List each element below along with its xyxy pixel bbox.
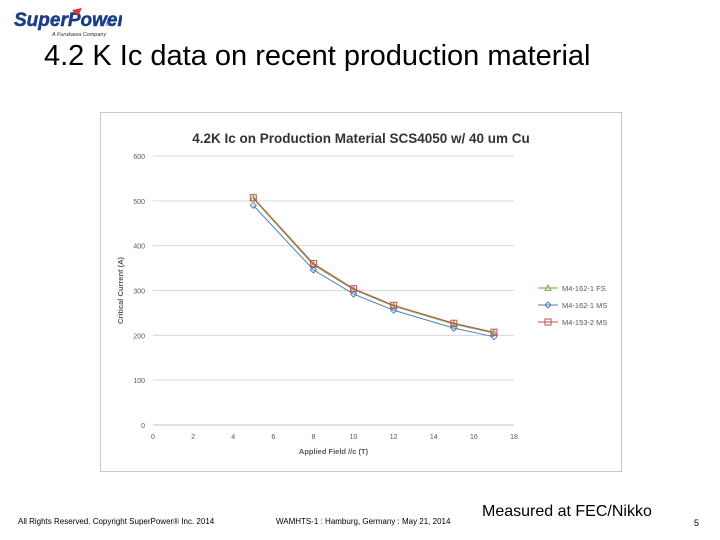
x-tick-label: 10 xyxy=(350,434,358,441)
y-tick-label: 200 xyxy=(133,333,145,340)
x-tick-label: 2 xyxy=(191,434,195,441)
legend-marker xyxy=(544,318,552,326)
page-number: 5 xyxy=(694,518,700,528)
superpower-logo: SuperPower Inc. A Furukawa Company xyxy=(12,4,122,40)
y-tick-label: 500 xyxy=(133,199,145,206)
y-tick-label: 600 xyxy=(133,154,145,161)
series-line xyxy=(252,198,495,334)
x-tick-label: 0 xyxy=(151,434,155,441)
x-tick-label: 12 xyxy=(390,434,398,441)
series-line xyxy=(252,197,495,333)
x-tick-label: 8 xyxy=(311,434,315,441)
series-line xyxy=(252,204,495,338)
legend-label: M4-162-1 FS xyxy=(562,284,606,293)
data-point xyxy=(249,194,257,202)
superpower-logo-mark: SuperPower Inc. A Furukawa Company xyxy=(14,8,122,38)
chart-frame: 4.2K Ic on Production Material SCS4050 w… xyxy=(100,112,622,472)
legend-item: M4-153-2 MS xyxy=(538,318,607,327)
legend-label: M4-153-2 MS xyxy=(562,318,607,327)
x-tick-label: 6 xyxy=(271,434,275,441)
data-point xyxy=(450,319,458,327)
data-point xyxy=(350,285,358,293)
data-point xyxy=(389,306,398,314)
legend-marker xyxy=(544,283,552,291)
chart: 4.2K Ic on Production Material SCS4050 w… xyxy=(116,131,607,456)
data-point xyxy=(490,328,498,336)
logo-suffix: Inc. xyxy=(106,22,114,28)
x-axis-label: Applied Field //c (T) xyxy=(299,447,369,456)
y-tick-label: 0 xyxy=(141,423,145,430)
footer-copyright: All Rights Reserved. Copyright SuperPowe… xyxy=(18,517,215,526)
x-tick-label: 18 xyxy=(510,434,518,441)
x-tick-label: 16 xyxy=(470,434,478,441)
logo-brand: SuperPower xyxy=(14,10,122,31)
measured-note: Measured at FEC/Nikko xyxy=(482,503,652,520)
series-m4-162-1-ms xyxy=(249,201,498,341)
y-tick-label: 400 xyxy=(133,244,145,251)
series-m4-162-1-fs xyxy=(249,194,498,336)
y-axis-label: Critical Current (A) xyxy=(116,256,125,324)
data-point xyxy=(249,201,257,210)
series-m4-153-2-ms xyxy=(249,194,498,336)
y-tick-label: 300 xyxy=(133,289,145,296)
legend-item: M4-162-1 MS xyxy=(538,301,607,310)
chart-title: 4.2K Ic on Production Material SCS4050 w… xyxy=(192,131,530,146)
data-point xyxy=(349,290,358,298)
data-point xyxy=(390,301,398,309)
data-point xyxy=(450,324,458,332)
y-tick-label: 100 xyxy=(133,378,145,385)
data-point xyxy=(309,260,317,268)
logo-bolt-icon xyxy=(72,8,82,16)
footer-event: WAMHTS-1 : Hamburg, Germany : May 21, 20… xyxy=(276,517,451,526)
legend-label: M4-162-1 MS xyxy=(562,301,607,310)
logo-tagline: A Furukawa Company xyxy=(51,32,107,38)
legend-marker xyxy=(544,301,552,309)
data-point xyxy=(309,266,318,274)
x-tick-label: 4 xyxy=(231,434,235,441)
page-title: 4.2 K Ic data on recent production mater… xyxy=(44,40,591,72)
legend-item: M4-162-1 FS xyxy=(538,283,606,293)
x-tick-label: 14 xyxy=(430,434,438,441)
